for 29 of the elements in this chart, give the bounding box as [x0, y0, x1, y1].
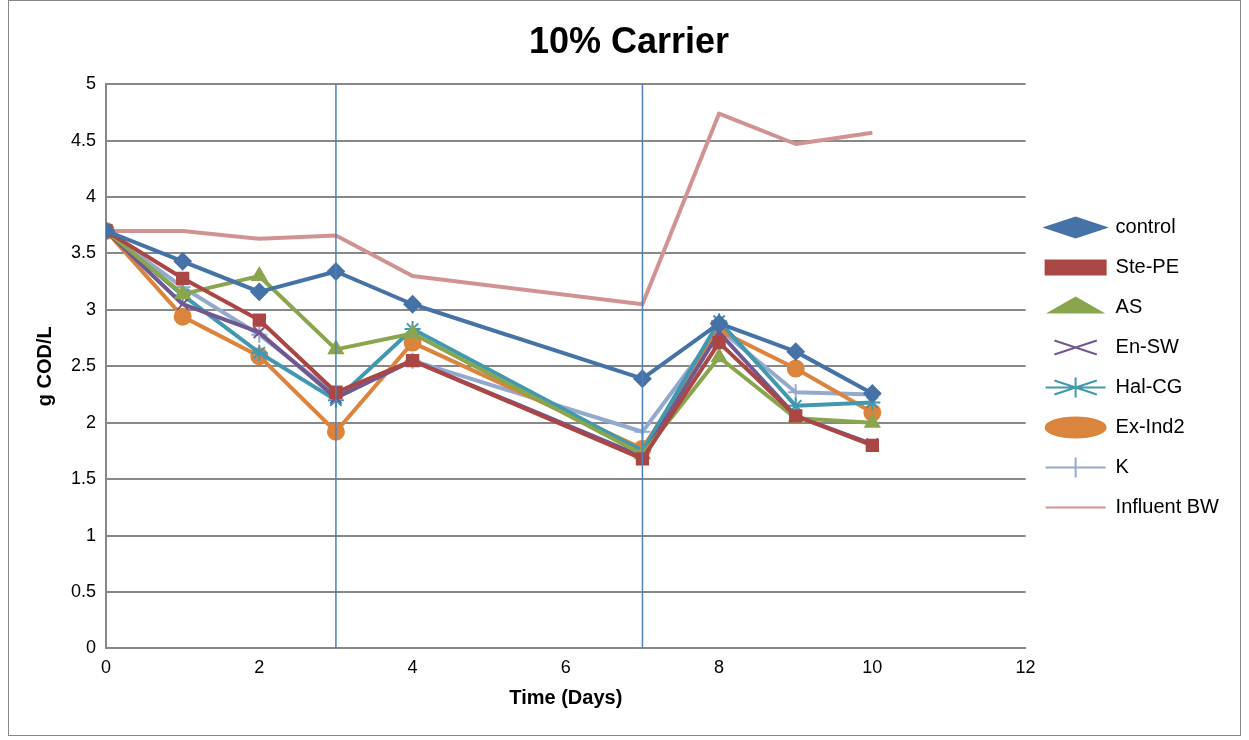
y-axis-title: g COD/L — [32, 326, 55, 407]
x-tick-label: 0 — [101, 657, 112, 678]
legend-label: K — [1115, 455, 1130, 478]
x-axis-title: Time (Days) — [509, 685, 623, 708]
x-tick-label: 10 — [862, 657, 883, 678]
y-tick-label: 5 — [86, 73, 97, 94]
y-tick-label: 0 — [86, 637, 97, 658]
y-tick-label: 2 — [86, 411, 97, 432]
x-tick-label: 4 — [407, 657, 418, 678]
legend-label: Influent BW — [1115, 495, 1220, 518]
legend-label: Ste-PE — [1115, 255, 1179, 278]
legend-label: AS — [1115, 295, 1143, 318]
chart-title: 10% Carrier — [528, 19, 730, 61]
x-tick-label: 8 — [714, 657, 725, 678]
x-tick-label: 2 — [254, 657, 265, 678]
x-tick-label: 12 — [1015, 657, 1036, 678]
x-tick-label: 6 — [560, 657, 571, 678]
y-tick-label: 1.5 — [70, 468, 97, 489]
legend-label: control — [1115, 215, 1176, 238]
legend-label: En-SW — [1115, 335, 1180, 358]
y-tick-label: 2.5 — [70, 355, 97, 376]
y-tick-label: 3 — [86, 298, 97, 319]
y-tick-label: 4 — [86, 186, 97, 207]
legend-label: Ex-Ind2 — [1115, 415, 1185, 438]
y-tick-label: 1 — [86, 524, 97, 545]
y-tick-label: 3.5 — [70, 242, 97, 263]
legend-label: Hal-CG — [1115, 375, 1183, 398]
y-tick-label: 4.5 — [70, 129, 97, 150]
y-tick-label: 0.5 — [70, 580, 97, 601]
